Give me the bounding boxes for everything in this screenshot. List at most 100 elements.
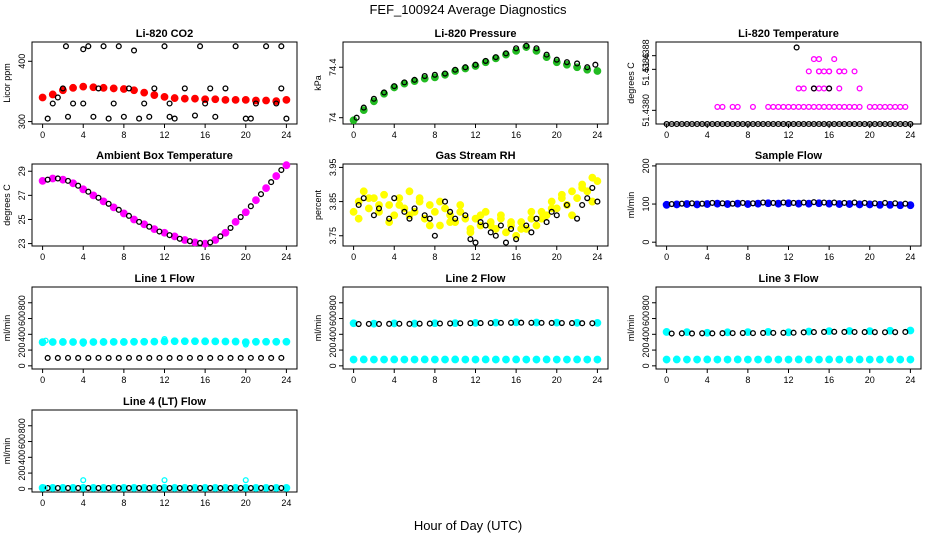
data-point xyxy=(211,484,220,492)
data-point xyxy=(804,355,813,364)
data-point xyxy=(574,60,581,67)
data-point xyxy=(688,200,696,207)
data-point xyxy=(146,223,153,230)
data-point xyxy=(831,199,838,206)
x-tick-label: 8 xyxy=(121,252,126,262)
y-tick-label: 200 xyxy=(328,343,338,358)
x-tick-label: 4 xyxy=(81,375,86,385)
data-point xyxy=(268,179,275,186)
plot-frame xyxy=(31,286,298,370)
data-point xyxy=(360,104,367,111)
data-point xyxy=(795,85,802,92)
data-point xyxy=(100,43,107,50)
data-point xyxy=(502,50,510,57)
data-point xyxy=(431,71,438,78)
data-point xyxy=(543,51,550,58)
figure-xlabel: Hour of Day (UTC) xyxy=(413,518,523,533)
data-point xyxy=(54,94,61,101)
data-point xyxy=(171,115,178,122)
data-point xyxy=(140,88,149,97)
series-2 xyxy=(663,44,914,128)
data-point xyxy=(354,214,363,223)
data-point xyxy=(770,329,777,336)
data-point xyxy=(765,103,772,110)
data-point xyxy=(95,485,102,492)
data-point xyxy=(207,485,214,492)
data-point xyxy=(160,92,169,101)
x-tick-label: 16 xyxy=(824,130,834,140)
data-point xyxy=(876,355,884,364)
data-point xyxy=(221,337,230,346)
data-point xyxy=(441,355,449,364)
data-point xyxy=(141,100,148,107)
x-tick-label: 16 xyxy=(511,252,521,262)
data-point xyxy=(38,338,47,347)
data-point xyxy=(532,318,541,327)
data-point xyxy=(99,338,108,346)
data-point xyxy=(668,330,675,337)
data-point xyxy=(401,208,408,215)
data-point xyxy=(507,218,515,226)
y-axis-label: percent xyxy=(313,189,323,220)
data-point xyxy=(497,319,504,326)
data-point xyxy=(522,355,531,364)
data-point xyxy=(49,100,56,107)
data-point xyxy=(841,199,848,206)
data-point xyxy=(59,338,67,346)
data-point xyxy=(810,85,817,92)
data-point xyxy=(851,199,858,206)
y-tick-label: 200 xyxy=(17,343,27,358)
data-point xyxy=(166,100,173,107)
data-point xyxy=(140,337,149,346)
data-point xyxy=(166,113,173,120)
x-tick-label: 0 xyxy=(351,130,356,140)
data-point xyxy=(231,217,240,226)
data-point xyxy=(105,115,112,122)
data-point xyxy=(856,85,863,92)
data-point xyxy=(492,232,499,239)
data-point xyxy=(492,54,499,61)
x-tick-label: 16 xyxy=(511,375,521,385)
data-point xyxy=(491,318,500,327)
y-axis-label: Licor ppm xyxy=(2,63,12,103)
data-point xyxy=(902,200,909,207)
data-point xyxy=(282,95,291,104)
data-point xyxy=(790,199,797,206)
x-tick-label: 24 xyxy=(281,252,291,262)
x-tick-label: 24 xyxy=(281,498,291,508)
data-point xyxy=(446,218,455,226)
data-point xyxy=(563,355,571,364)
x-tick-label: 8 xyxy=(121,375,126,385)
chart-title: Line 4 (LT) Flow xyxy=(123,396,206,408)
x-tick-label: 24 xyxy=(592,375,602,385)
data-point xyxy=(749,330,756,337)
x-tick-label: 0 xyxy=(351,252,356,262)
data-point xyxy=(662,355,671,364)
data-point xyxy=(533,215,540,222)
x-tick-label: 24 xyxy=(592,252,602,262)
data-point xyxy=(252,337,260,346)
data-point xyxy=(197,239,204,247)
x-tick-label: 4 xyxy=(705,375,710,385)
data-point xyxy=(517,225,526,233)
data-point xyxy=(125,85,132,92)
data-point xyxy=(563,201,570,209)
data-point xyxy=(353,114,360,121)
data-point xyxy=(856,103,863,110)
data-point xyxy=(197,354,204,362)
x-tick-label: 0 xyxy=(40,498,45,508)
data-point xyxy=(156,354,163,361)
data-point xyxy=(512,318,521,327)
x-tick-label: 12 xyxy=(470,375,480,385)
y-tick-label: 200 xyxy=(641,158,651,173)
y-tick-label: 800 xyxy=(641,295,651,310)
x-tick-label: 8 xyxy=(121,130,126,140)
x-tick-label: 12 xyxy=(783,375,793,385)
data-point xyxy=(410,319,419,328)
data-point xyxy=(513,236,520,243)
data-point xyxy=(282,484,291,492)
data-point xyxy=(212,113,219,120)
data-point xyxy=(749,200,756,207)
data-point xyxy=(447,320,454,327)
plot-frame xyxy=(342,41,609,125)
